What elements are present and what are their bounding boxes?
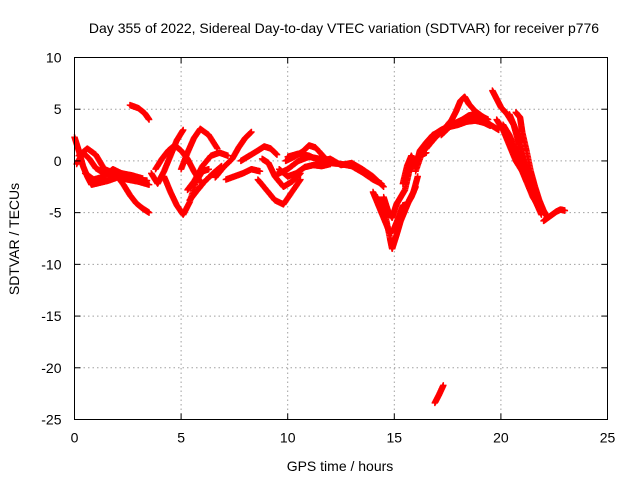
y-tick-label: -20 [41, 360, 61, 376]
x-axis-label: GPS time / hours [287, 458, 394, 474]
data-point [248, 128, 255, 136]
x-tick-label: 0 [71, 430, 79, 446]
x-tick-label: 15 [387, 430, 403, 446]
y-tick-label: 0 [54, 153, 62, 169]
y-tick-label: -15 [41, 308, 61, 324]
y-tick-label: -25 [41, 412, 61, 428]
x-tick-label: 10 [280, 430, 296, 446]
y-tick-label: -10 [41, 256, 61, 272]
y-tick-label: 10 [46, 50, 62, 66]
tick-labels: 0 5 10 15 20 25 -25 -20 -15 -10 -5 0 5 10 [41, 50, 615, 446]
data-point [440, 382, 447, 389]
data-point [145, 209, 153, 216]
data-point [205, 166, 213, 173]
x-tick-label: 25 [600, 430, 616, 446]
data-point [143, 177, 151, 184]
y-axis-label: SDTVAR / TECUs [6, 183, 22, 295]
data-point [379, 182, 387, 190]
plot-border [74, 57, 608, 420]
data-point [414, 173, 421, 180]
data-point [180, 126, 187, 134]
x-tick-label: 5 [177, 430, 185, 446]
data-point [145, 181, 153, 188]
data-point [224, 152, 232, 159]
data-points [71, 87, 569, 407]
data-point [139, 175, 146, 182]
data-point [145, 116, 153, 123]
chart-title: Day 355 of 2022, Sidereal Day-to-day VTE… [89, 20, 599, 36]
data-point [273, 151, 281, 158]
x-tick-label: 20 [493, 430, 509, 446]
data-point [380, 183, 387, 190]
y-tick-label: 5 [54, 101, 62, 117]
y-tick-label: -5 [49, 205, 62, 221]
data-point [561, 207, 569, 214]
data-point [256, 168, 264, 175]
data-point [297, 176, 304, 183]
axis-ticks [74, 57, 608, 420]
